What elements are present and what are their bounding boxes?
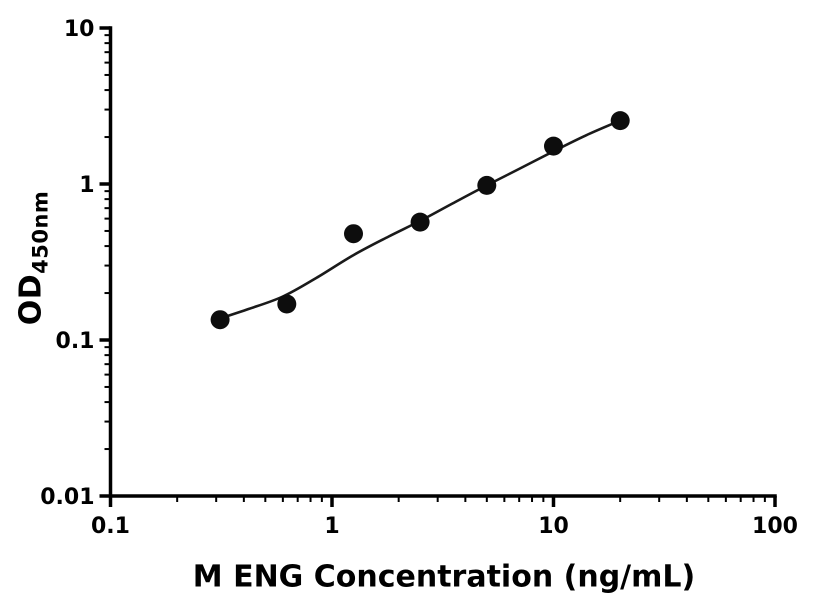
x-tick-label: 100 — [752, 514, 798, 539]
data-point — [544, 136, 563, 156]
y-tick-label: 0.1 — [56, 329, 95, 354]
y-axis-title-subscript: 450nm — [28, 190, 53, 274]
minor-ticks — [104, 34, 766, 502]
major-ticks — [99, 26, 777, 507]
data-point — [410, 212, 430, 232]
axes — [108, 26, 777, 498]
data-point — [477, 175, 497, 195]
tick-labels: 0.1 1 10 100 0.01 0.1 1 10 — [40, 17, 798, 539]
x-tick-label: 10 — [538, 514, 569, 539]
data-point — [344, 224, 363, 244]
data-point — [610, 111, 630, 131]
data-point — [210, 310, 230, 330]
x-tick-label: 1 — [324, 514, 339, 539]
data-points — [210, 111, 630, 330]
y-tick-label: 10 — [64, 17, 95, 42]
y-tick-label: 0.01 — [40, 485, 94, 510]
x-axis-title: M ENG Concentration (ng/mL) — [192, 559, 696, 595]
axis-lines — [108, 26, 777, 498]
y-axis-title: OD450nm — [14, 191, 53, 326]
y-tick-label: 1 — [79, 173, 94, 198]
x-tick-label: 0.1 — [91, 514, 130, 539]
y-axis-title-main: OD — [13, 273, 49, 326]
data-point — [277, 294, 297, 314]
